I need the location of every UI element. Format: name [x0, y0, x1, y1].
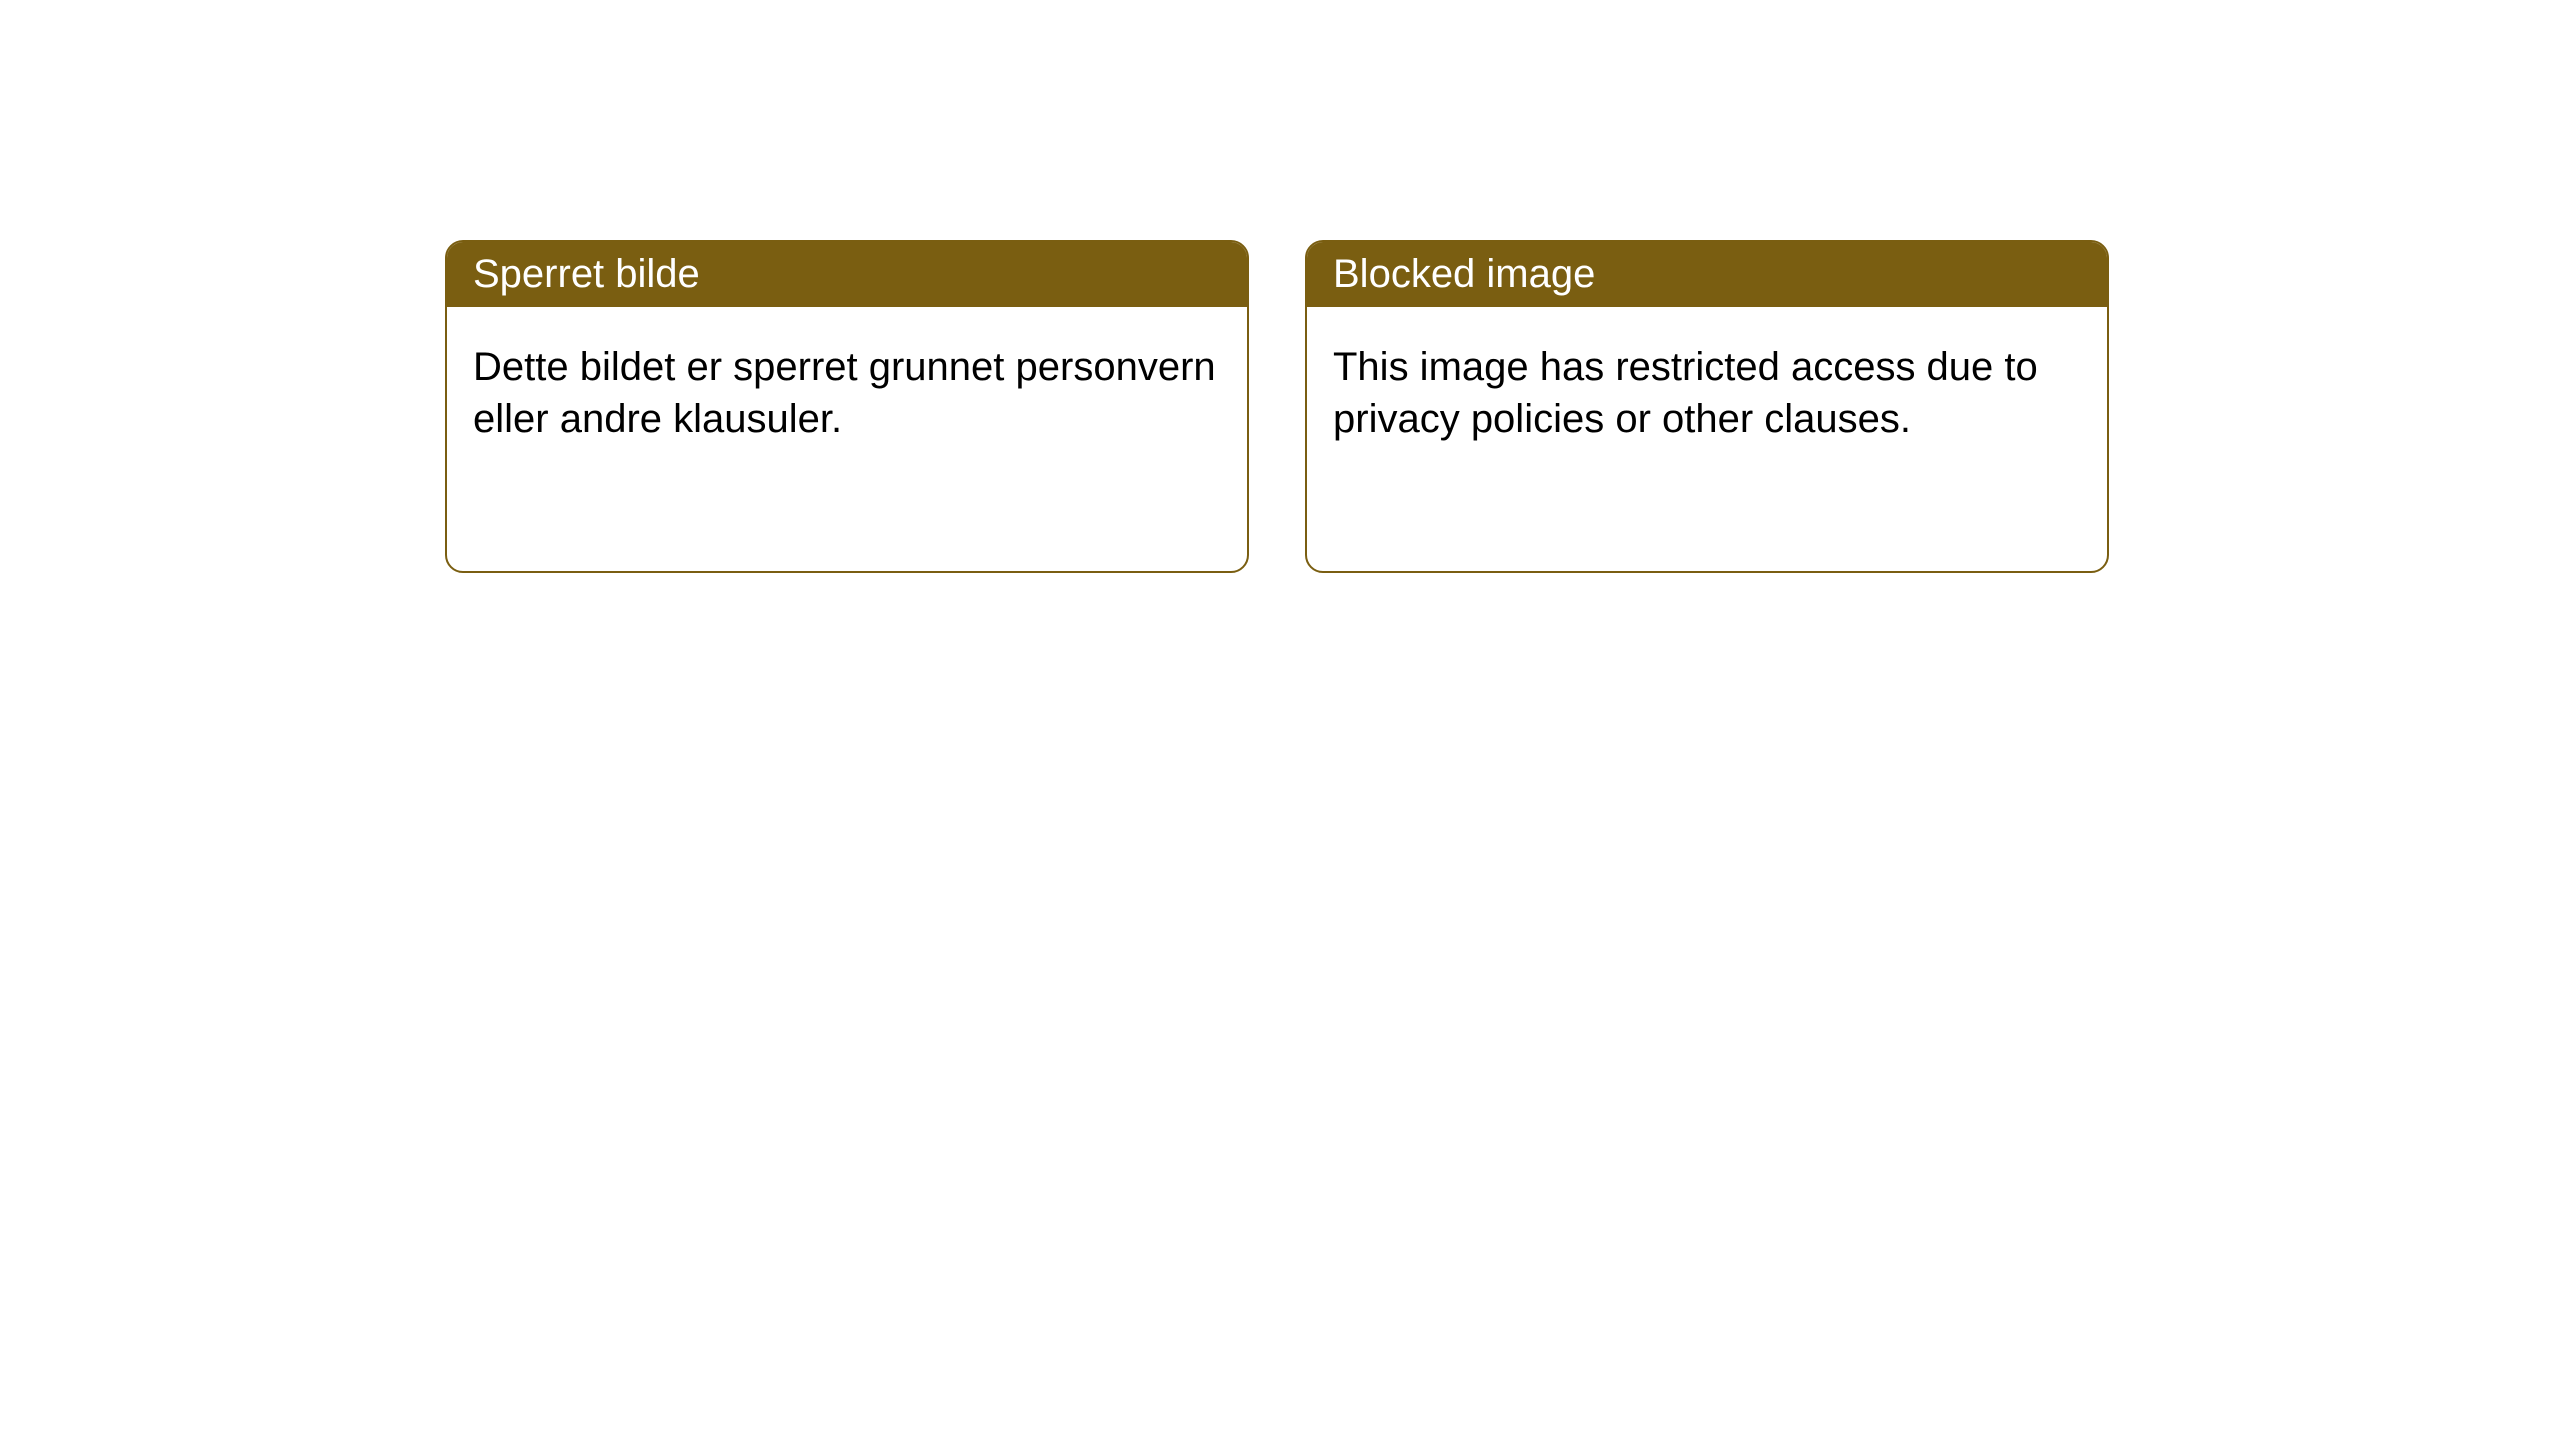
card-body-text: Dette bildet er sperret grunnet personve… — [473, 345, 1216, 441]
card-title: Blocked image — [1333, 252, 1595, 296]
card-body: This image has restricted access due to … — [1307, 307, 2107, 479]
notice-card-norwegian: Sperret bilde Dette bildet er sperret gr… — [445, 240, 1249, 573]
card-body-text: This image has restricted access due to … — [1333, 345, 2038, 441]
card-title: Sperret bilde — [473, 252, 700, 296]
notice-card-english: Blocked image This image has restricted … — [1305, 240, 2109, 573]
card-body: Dette bildet er sperret grunnet personve… — [447, 307, 1247, 479]
notice-container: Sperret bilde Dette bildet er sperret gr… — [0, 0, 2560, 573]
card-header: Sperret bilde — [447, 242, 1247, 307]
card-header: Blocked image — [1307, 242, 2107, 307]
